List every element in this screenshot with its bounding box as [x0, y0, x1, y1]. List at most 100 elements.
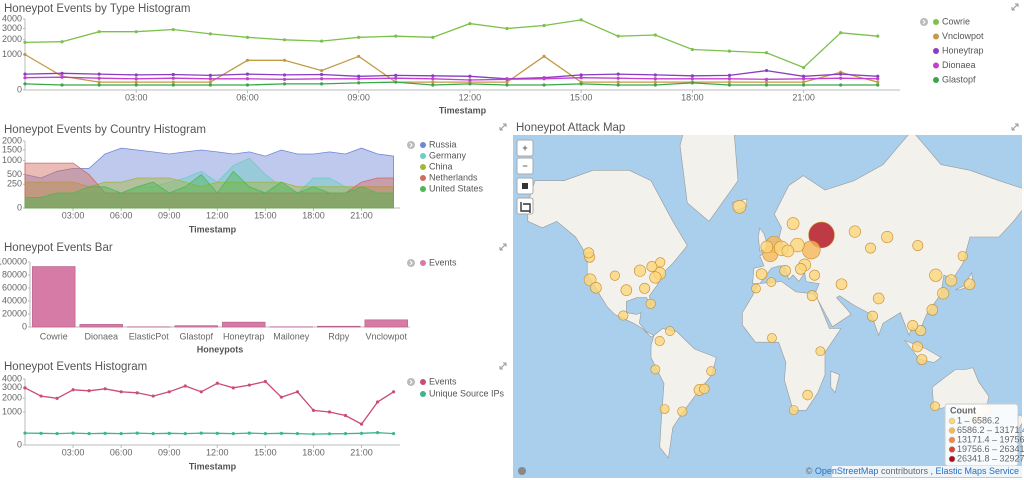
map-point[interactable] [929, 268, 943, 282]
legend-label[interactable]: Vnclowpot [942, 31, 984, 41]
legend-label[interactable]: China [429, 161, 453, 171]
map-point[interactable] [767, 333, 777, 343]
map-point[interactable] [916, 354, 928, 365]
map-point[interactable] [645, 298, 656, 309]
map-point[interactable] [809, 269, 820, 281]
legend-label[interactable]: Russia [429, 139, 457, 149]
map-point[interactable] [755, 268, 768, 280]
expand-icon[interactable] [499, 123, 507, 131]
bar[interactable] [222, 321, 266, 328]
attribution-link[interactable]: OpenStreetMap [815, 466, 879, 476]
legend-label[interactable]: Cowrie [942, 16, 970, 26]
legend-label[interactable]: Unique Source IPs [429, 388, 505, 398]
point [653, 33, 657, 37]
map-point[interactable] [907, 320, 919, 332]
map-point[interactable] [788, 405, 799, 415]
map-point[interactable] [915, 325, 927, 337]
map-point[interactable] [957, 251, 968, 262]
legend-label[interactable]: Netherlands [429, 172, 478, 182]
point [359, 431, 364, 435]
map-point[interactable] [790, 237, 805, 253]
map-point[interactable] [639, 282, 651, 294]
legend-toggle[interactable] [407, 378, 415, 386]
map-point[interactable] [649, 271, 662, 284]
map-point[interactable] [766, 277, 777, 287]
point [357, 35, 361, 39]
map-point[interactable] [806, 290, 818, 302]
map-point[interactable] [618, 310, 629, 321]
x-tick-label: 09:00 [158, 210, 181, 220]
expand-icon[interactable] [499, 362, 507, 370]
legend-label[interactable]: Dionaea [942, 60, 976, 70]
map-point[interactable] [926, 304, 939, 316]
point [60, 40, 64, 44]
legend-label[interactable]: Glastopf [942, 74, 976, 84]
map-point[interactable] [654, 335, 665, 347]
attribution-link[interactable]: Elastic Maps Service [935, 466, 1019, 476]
map-point[interactable] [760, 240, 774, 254]
zoom-button[interactable] [516, 139, 534, 157]
map-point[interactable] [937, 287, 950, 300]
map-point[interactable] [751, 283, 761, 294]
map[interactable] [513, 91, 1024, 478]
y-tick-label: 0 [17, 84, 22, 94]
map-point[interactable] [583, 247, 595, 259]
map-point[interactable] [609, 270, 620, 281]
expand-icon[interactable] [1011, 3, 1019, 11]
map-point[interactable] [699, 383, 710, 395]
map-point[interactable] [801, 240, 821, 260]
point [653, 83, 657, 87]
map-point[interactable] [963, 278, 976, 290]
map-point[interactable] [786, 217, 800, 230]
map-point[interactable] [808, 221, 835, 249]
bar[interactable] [174, 325, 218, 328]
bar[interactable] [317, 325, 361, 328]
map-point[interactable] [655, 257, 666, 268]
map-point[interactable] [802, 389, 813, 401]
legend-label[interactable]: Germany [429, 150, 467, 160]
map-point[interactable] [815, 346, 826, 357]
legend-toggle[interactable] [920, 18, 928, 26]
bar[interactable] [32, 266, 76, 328]
expand-icon[interactable] [1011, 123, 1019, 131]
map-point[interactable] [945, 274, 958, 287]
map-point[interactable] [912, 240, 924, 252]
map-point[interactable] [848, 225, 861, 238]
map-point[interactable] [665, 326, 675, 336]
map-point[interactable] [590, 281, 602, 294]
x-tick-label: 18:00 [302, 210, 325, 220]
map-point[interactable] [620, 284, 633, 296]
map-point[interactable] [659, 404, 670, 414]
legend-label[interactable]: United States [429, 183, 484, 193]
settings-button[interactable] [518, 467, 526, 475]
map-point[interactable] [835, 278, 848, 290]
map-point[interactable] [930, 401, 940, 412]
point [343, 431, 348, 436]
legend-label[interactable]: Honeytrap [942, 45, 984, 55]
expand-icon[interactable] [499, 243, 507, 251]
map-point[interactable] [732, 200, 747, 214]
legend-toggle[interactable] [407, 141, 415, 149]
map-point[interactable] [706, 366, 717, 377]
map-point[interactable] [633, 264, 647, 277]
map-point[interactable] [677, 406, 688, 417]
map-point[interactable] [881, 230, 894, 244]
map-point[interactable] [795, 263, 807, 275]
x-tick-label: 15:00 [254, 210, 277, 220]
x-tick-label: 21:00 [350, 210, 373, 220]
zoom-button[interactable] [516, 157, 534, 175]
map-point[interactable] [867, 310, 878, 322]
bar[interactable] [79, 324, 123, 328]
map-point[interactable] [646, 261, 658, 273]
map-point[interactable] [779, 264, 791, 277]
map-point[interactable] [912, 341, 923, 353]
map-point[interactable] [872, 292, 885, 305]
map-point[interactable] [650, 364, 661, 375]
map-point[interactable] [865, 242, 876, 254]
legend-label[interactable]: Events [429, 257, 457, 267]
legend-toggle[interactable] [407, 259, 415, 267]
legend-label[interactable]: Events [429, 376, 457, 386]
land [679, 135, 739, 222]
bar[interactable] [364, 319, 408, 328]
map-point[interactable] [781, 244, 795, 258]
